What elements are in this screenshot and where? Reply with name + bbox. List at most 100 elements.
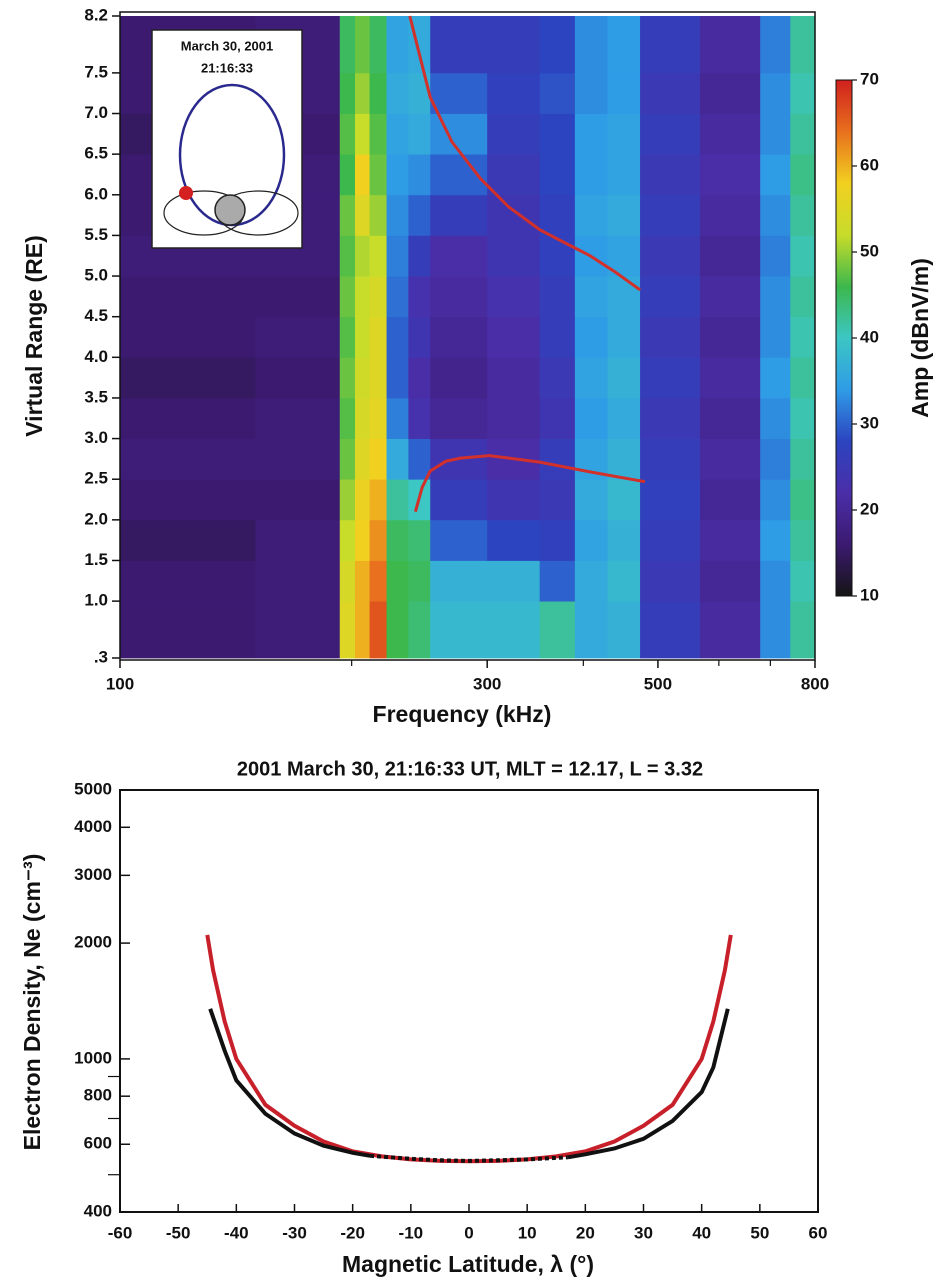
heatmap-cell: [699, 316, 761, 358]
heatmap-cell: [369, 72, 387, 114]
heatmap-cell: [339, 235, 356, 277]
heatmap-cell: [408, 519, 431, 561]
heatmap-cell: [255, 601, 341, 659]
heatmap-cell: [760, 560, 791, 602]
heatmap-cell: [539, 601, 576, 659]
x-tick-label: -60: [108, 1223, 133, 1242]
y-tick-label: 1.5: [84, 550, 108, 569]
heatmap-cell: [120, 601, 256, 659]
heatmap-cell: [574, 479, 608, 521]
colorbar-tick-label: 30: [860, 413, 879, 432]
y-tick-label: 1000: [74, 1048, 112, 1067]
x-axis-label: Frequency (kHz): [373, 701, 552, 727]
heatmap-cell: [790, 154, 816, 196]
heatmap-cell: [369, 560, 387, 602]
heatmap-cell: [640, 72, 701, 114]
heatmap-cell: [790, 113, 816, 155]
y-tick-label: 4.0: [84, 347, 108, 366]
colorbar: [835, 79, 853, 597]
heatmap-cell: [640, 194, 701, 236]
heatmap-cell: [430, 72, 488, 114]
heatmap-cell: [539, 113, 576, 155]
heatmap-cell: [386, 357, 409, 399]
y-axis-label: Virtual Range (RE): [21, 235, 47, 437]
heatmap-cell: [574, 194, 608, 236]
heatmap-cell: [574, 601, 608, 659]
colorbar-label: Amp (dBnV/m): [907, 258, 933, 418]
y-tick-label: 6.5: [84, 144, 108, 163]
heatmap-cell: [760, 113, 791, 155]
heatmap-cell: [607, 276, 641, 318]
heatmap-cell: [760, 479, 791, 521]
heatmap-cell: [354, 479, 370, 521]
heatmap-cell: [607, 316, 641, 358]
heatmap-cell: [607, 519, 641, 561]
heatmap-cell: [369, 601, 387, 659]
heatmap-cell: [369, 397, 387, 439]
heatmap-cell: [408, 397, 431, 439]
heatmap-cell: [487, 316, 541, 358]
heatmap-cell: [760, 16, 791, 74]
heatmap-cell: [574, 560, 608, 602]
heatmap-cell: [120, 438, 256, 480]
heatmap-cell: [760, 316, 791, 358]
y-tick-label: 2.5: [84, 469, 108, 488]
heatmap-cell: [369, 194, 387, 236]
heatmap-cell: [487, 601, 541, 659]
heatmap-cell: [760, 276, 791, 318]
heatmap-cell: [640, 357, 701, 399]
y-tick-label: 3.0: [84, 428, 108, 447]
y-tick-label: 800: [84, 1086, 112, 1105]
heatmap-cell: [120, 479, 256, 521]
heatmap-cell: [760, 519, 791, 561]
heatmap-cell: [790, 519, 816, 561]
x-tick-label: 300: [473, 674, 501, 693]
heatmap-cell: [574, 113, 608, 155]
heatmap-cell: [790, 438, 816, 480]
heatmap-cell: [430, 519, 488, 561]
x-axis-label: Magnetic Latitude, λ (°): [342, 1251, 594, 1277]
heatmap-cell: [539, 560, 576, 602]
heatmap-cell: [539, 72, 576, 114]
heatmap-cell: [255, 316, 341, 358]
heatmap-cell: [339, 397, 356, 439]
x-tick-label: -10: [399, 1223, 424, 1242]
heatmap-cell: [339, 154, 356, 196]
y-tick-label: 5.5: [84, 225, 108, 244]
heatmap-cell: [369, 154, 387, 196]
heatmap-cell: [640, 316, 701, 358]
x-tick-label: -50: [166, 1223, 191, 1242]
heatmap-cell: [408, 194, 431, 236]
earth: [214, 194, 246, 226]
heatmap-cell: [339, 16, 356, 74]
x-tick-label: 50: [750, 1223, 769, 1242]
heatmap-cell: [699, 601, 761, 659]
heatmap-cell: [255, 560, 341, 602]
heatmap-cell: [339, 438, 356, 480]
y-tick-label: 4.5: [84, 306, 108, 325]
heatmap-cell: [386, 16, 409, 74]
heatmap-cell: [790, 316, 816, 358]
heatmap-cell: [790, 16, 816, 74]
heatmap-cell: [487, 16, 541, 74]
heatmap-cell: [574, 16, 608, 74]
heatmap-cell: [640, 154, 701, 196]
heatmap-cell: [539, 357, 576, 399]
colorbar-tick-label: 50: [860, 241, 879, 260]
heatmap-cell: [430, 235, 488, 277]
heatmap-cell: [255, 438, 341, 480]
heatmap-cell: [539, 438, 576, 480]
heatmap-cell: [408, 560, 431, 602]
y-tick-label: 3000: [74, 865, 112, 884]
heatmap-cell: [354, 113, 370, 155]
heatmap-cell: [640, 113, 701, 155]
heatmap-cell: [640, 397, 701, 439]
heatmap-cell: [487, 154, 541, 196]
heatmap-cell: [408, 601, 431, 659]
heatmap-cell: [539, 276, 576, 318]
heatmap-cell: [699, 479, 761, 521]
y-tick-label: 400: [84, 1201, 112, 1220]
plot-frame: [119, 11, 816, 661]
colorbar-tick-label: 20: [860, 499, 879, 518]
heatmap-cell: [354, 276, 370, 318]
